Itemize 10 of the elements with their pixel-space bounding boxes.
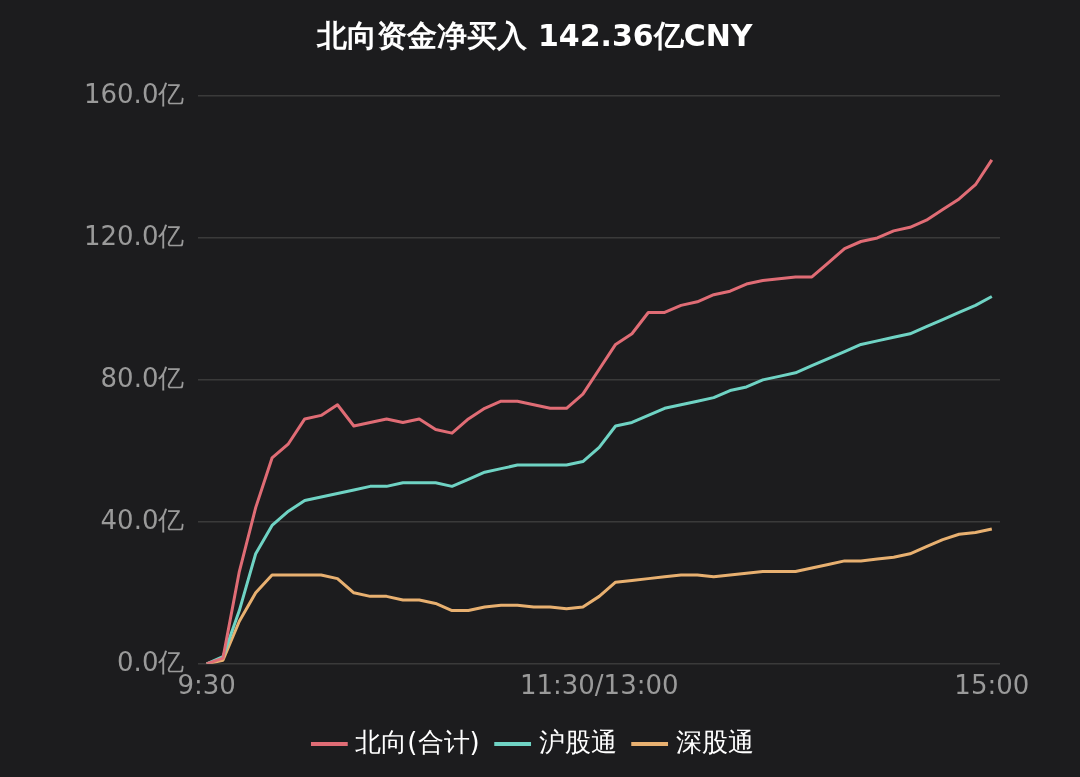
y-tick-label: 80.0亿 (100, 362, 185, 393)
x-tick-label: 15:00 (954, 670, 1030, 701)
legend-label: 北向(合计) (355, 726, 480, 757)
y-tick-label: 160.0亿 (84, 78, 185, 109)
y-tick-label: 40.0亿 (100, 504, 185, 535)
y-tick-label: 120.0亿 (84, 220, 185, 251)
legend-label: 深股通 (675, 726, 754, 757)
x-tick-label: 11:30/13:00 (519, 670, 679, 701)
legend-label: 沪股通 (538, 726, 617, 757)
chart-title: 北向资金净买入 142.36亿CNY (316, 17, 754, 53)
